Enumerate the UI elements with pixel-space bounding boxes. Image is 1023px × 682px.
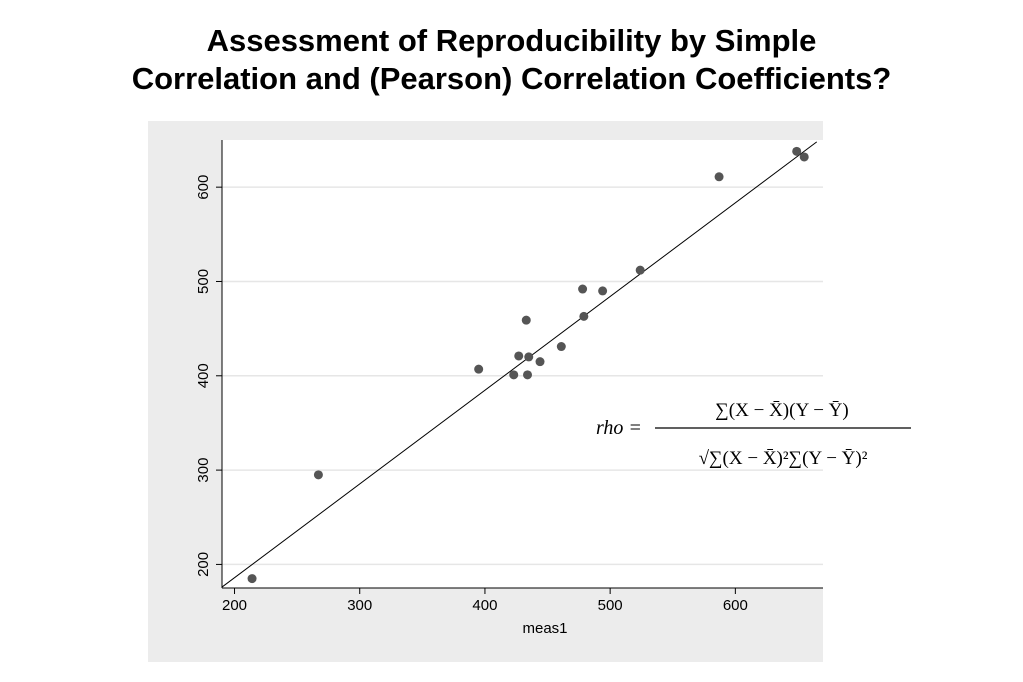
- x-tick-label-300: 300: [347, 597, 372, 614]
- tick-labels: 200 300 400 500 600 200 300 400 500 600: [195, 175, 748, 614]
- x-tick-label-200: 200: [222, 597, 247, 614]
- y-tick-label-500: 500: [195, 269, 212, 294]
- data-point: [635, 265, 645, 275]
- formula-numerator: ∑(X − X̄)(Y − Ȳ): [715, 400, 848, 421]
- data-point: [714, 172, 724, 182]
- data-point: [521, 315, 531, 325]
- fit-line-group: [221, 141, 818, 588]
- fit-line: [221, 141, 818, 588]
- data-point: [579, 311, 589, 321]
- axes: [216, 140, 823, 594]
- data-point: [535, 357, 545, 367]
- plot-area: [222, 140, 823, 588]
- x-tick-label-400: 400: [472, 597, 497, 614]
- data-point: [247, 574, 257, 584]
- y-tick-label-200: 200: [195, 552, 212, 577]
- y-tick-label-400: 400: [195, 363, 212, 388]
- data-point: [578, 284, 588, 294]
- x-tick-label-500: 500: [598, 597, 623, 614]
- chart-title: Assessment of Reproducibility by Simple …: [0, 22, 1023, 98]
- grid-lines: [222, 186, 823, 566]
- data-point: [313, 470, 323, 480]
- data-point: [514, 351, 524, 361]
- data-point: [799, 152, 809, 162]
- pearson-formula: rho = ∑(X − X̄)(Y − Ȳ) √∑(X − X̄)²∑(Y − …: [596, 400, 911, 469]
- x-axis-title: meas1: [522, 620, 567, 637]
- data-point: [524, 352, 534, 362]
- data-points: [247, 146, 809, 584]
- data-point: [474, 364, 484, 374]
- title-line-1: Assessment of Reproducibility by Simple: [206, 23, 817, 58]
- data-point: [509, 370, 519, 380]
- data-point: [598, 286, 608, 296]
- data-point: [792, 146, 802, 156]
- data-point: [556, 342, 566, 352]
- data-point: [523, 370, 533, 380]
- formula-lhs: rho =: [596, 417, 642, 439]
- formula-denominator: √∑(X − X̄)²∑(Y − Ȳ)²: [699, 448, 868, 469]
- y-tick-label-600: 600: [195, 175, 212, 200]
- x-tick-label-600: 600: [723, 597, 748, 614]
- title-line-2: Correlation and (Pearson) Correlation Co…: [131, 61, 892, 96]
- y-tick-label-300: 300: [195, 458, 212, 483]
